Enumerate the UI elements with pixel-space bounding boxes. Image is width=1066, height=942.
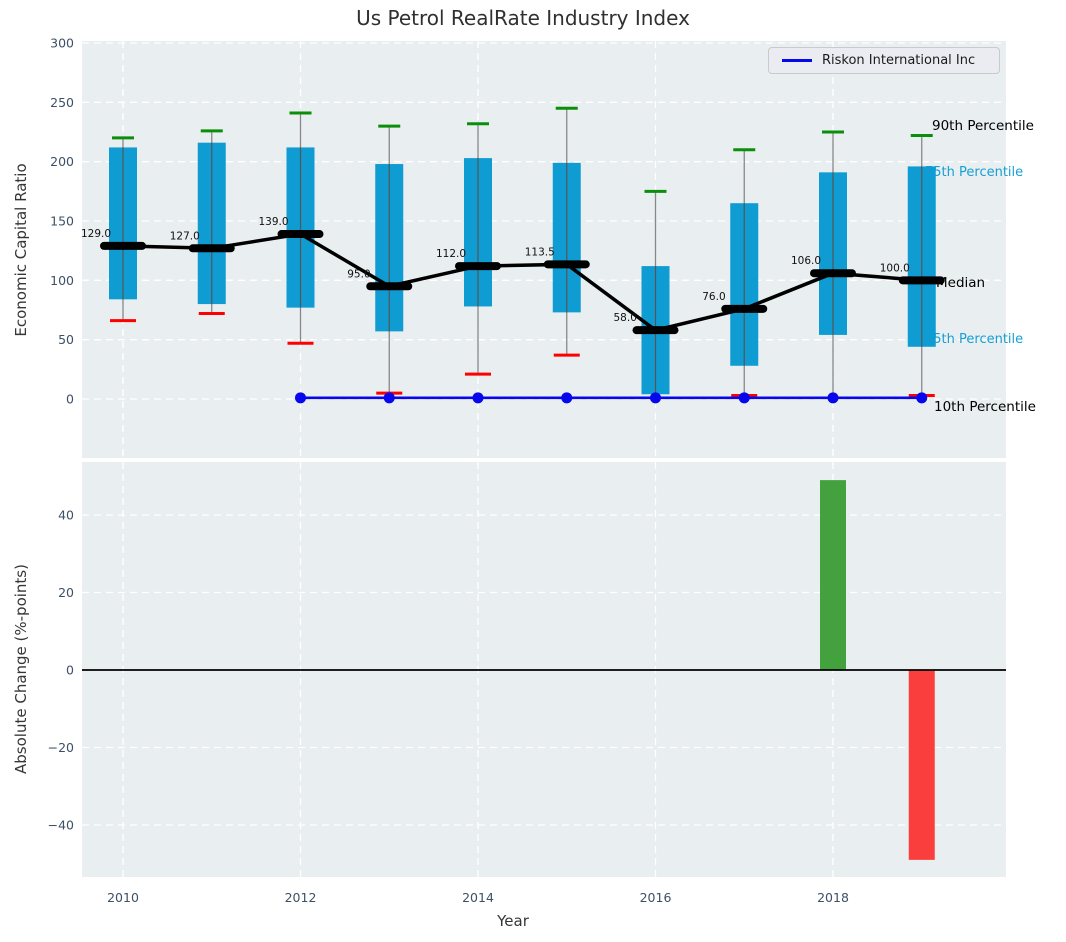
median-value-label-2017: 76.0 [702, 291, 725, 303]
annotation-median: Median [936, 275, 985, 291]
median-value-label-2018: 106.0 [791, 255, 821, 267]
company-point-2016 [650, 392, 661, 403]
y-axis-label-bottom: Absolute Change (%-points) [12, 564, 30, 774]
xtick-2012: 2012 [285, 890, 317, 905]
company-point-2019 [916, 392, 927, 403]
company-point-2013 [384, 392, 395, 403]
ytick-bottom-0: 0 [66, 663, 74, 678]
median-value-label-2019: 100.0 [880, 262, 910, 274]
median-value-label-2016: 58.0 [614, 312, 637, 324]
ytick-top-100: 100 [50, 273, 74, 288]
annotation-90th-percentile: 90th Percentile [932, 118, 1034, 134]
company-point-2012 [295, 392, 306, 403]
ytick-top-300: 300 [50, 35, 74, 50]
median-value-label-2010: 129.0 [81, 228, 111, 240]
ytick-bottom--40: −40 [48, 818, 74, 833]
company-point-2018 [828, 392, 839, 403]
xtick-2016: 2016 [640, 890, 672, 905]
chart-title: Us Petrol RealRate Industry Index [0, 6, 1046, 30]
median-value-label-2012: 139.0 [259, 216, 289, 228]
company-point-2017 [739, 392, 750, 403]
company-point-2015 [561, 392, 572, 403]
median-value-label-2013: 95.0 [347, 268, 370, 280]
figure-canvas: 75th Percentile 25th Percentile 129.0 127.0… [0, 0, 1066, 942]
change-bar-down-2019 [909, 670, 935, 860]
annotation-10th-percentile: 10th Percentile [934, 399, 1036, 415]
xtick-2014: 2014 [462, 890, 494, 905]
median-value-label-2011: 127.0 [170, 230, 200, 242]
ytick-top-250: 250 [50, 95, 74, 110]
ytick-top-200: 200 [50, 154, 74, 169]
x-axis-label: Year [0, 912, 1026, 930]
legend-box: Riskon International Inc [768, 47, 1000, 74]
legend-label: Riskon International Inc [822, 53, 975, 68]
chart-svg: 75th Percentile 25th Percentile 129.0 127.0… [0, 0, 1066, 942]
ytick-bottom--20: −20 [48, 740, 74, 755]
legend-line-sample [782, 59, 812, 62]
change-bar-up-2018 [820, 480, 846, 670]
xtick-2010: 2010 [107, 890, 139, 905]
ytick-top-50: 50 [58, 332, 74, 347]
median-value-label-2015: 113.5 [525, 246, 555, 258]
ytick-bottom-20: 20 [58, 585, 74, 600]
ytick-top-150: 150 [50, 213, 74, 228]
y-axis-label-top: Economic Capital Ratio [12, 163, 30, 336]
company-point-2014 [473, 392, 484, 403]
xtick-2018: 2018 [817, 890, 849, 905]
ytick-top-0: 0 [66, 392, 74, 407]
ytick-bottom-40: 40 [58, 508, 74, 523]
annotation-75th-percentile: 75th Percentile [925, 165, 1023, 180]
median-value-label-2014: 112.0 [436, 248, 466, 260]
annotation-25th-percentile: 25th Percentile [925, 332, 1023, 347]
